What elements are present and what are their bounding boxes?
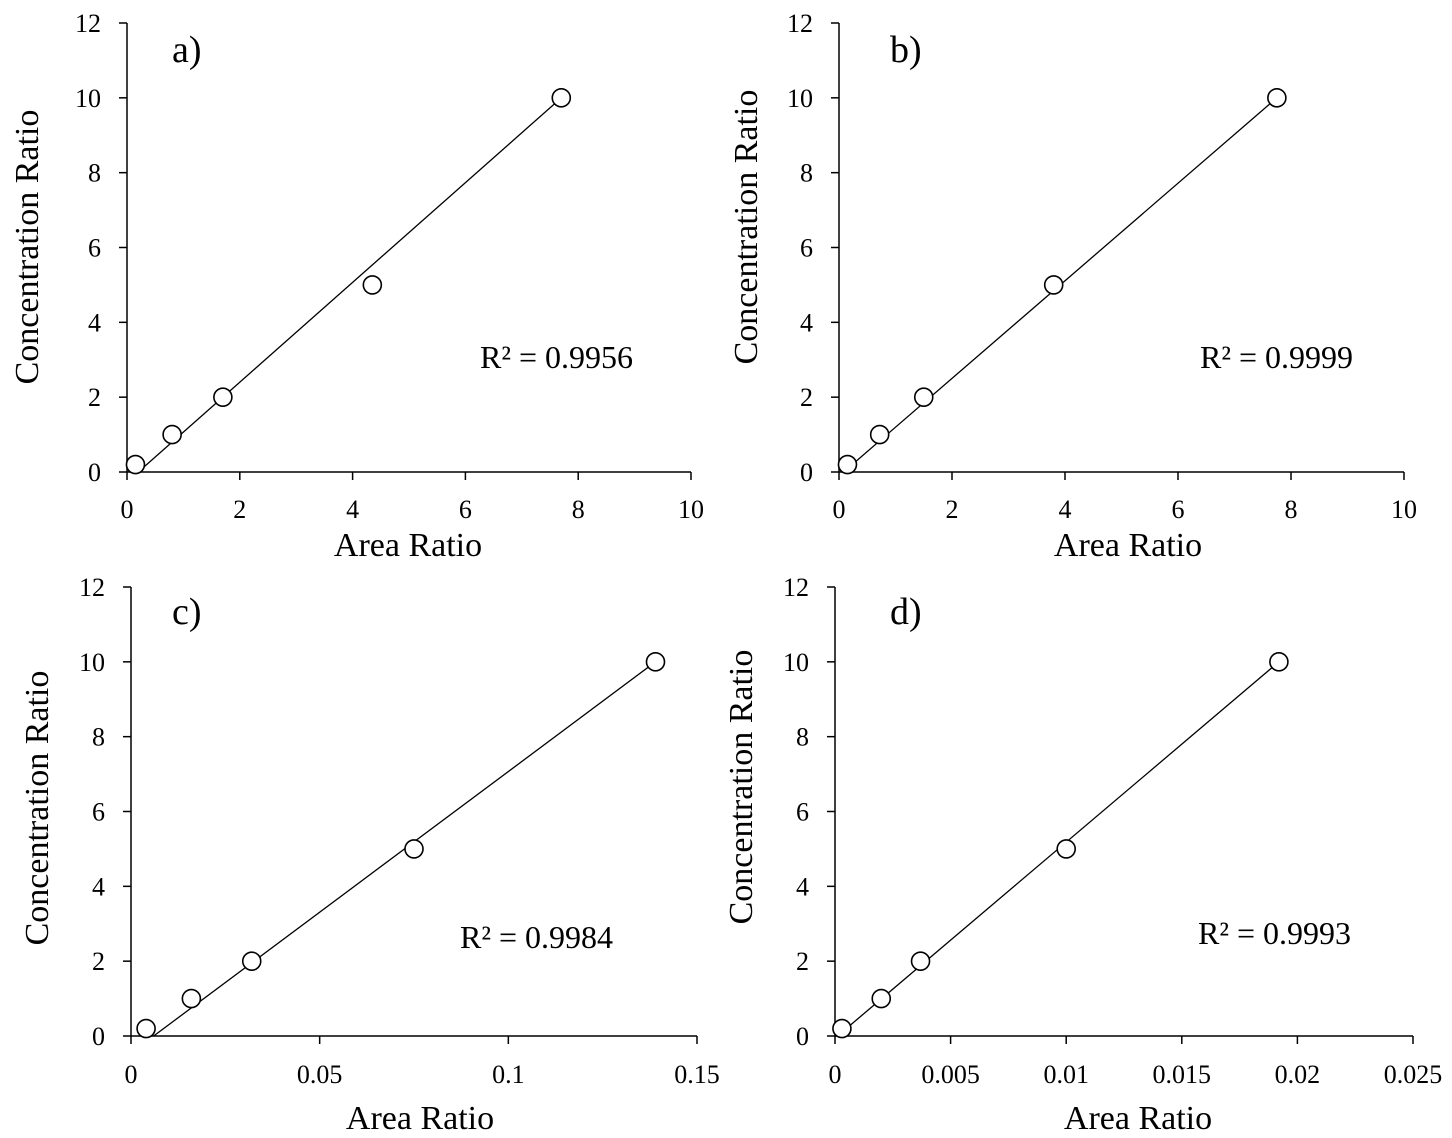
y-axis-title: Concentration Ratio bbox=[728, 90, 765, 365]
y-tick-label: 8 bbox=[92, 723, 105, 752]
x-tick-label: 8 bbox=[1285, 495, 1298, 524]
y-tick-label: 0 bbox=[92, 1022, 105, 1051]
y-tick-label: 10 bbox=[75, 84, 101, 113]
y-tick-label: 12 bbox=[75, 9, 101, 38]
data-point bbox=[213, 387, 233, 407]
y-tick-label: 12 bbox=[79, 573, 105, 602]
data-point bbox=[1043, 275, 1064, 295]
panel-label: a) bbox=[172, 29, 202, 71]
r-squared-annotation: R² = 0.9984 bbox=[460, 919, 613, 955]
chart-panel-3: 0 0.05 0.1 0.15 0 2 4 6 8 10 12 c) R² = 0.9984 Area R… bbox=[19, 573, 720, 1137]
y-tick-label: 8 bbox=[796, 723, 809, 752]
panel-label: b) bbox=[890, 29, 922, 71]
x-tick-label: 4 bbox=[346, 495, 359, 524]
panel-label: c) bbox=[172, 591, 202, 633]
data-point bbox=[551, 88, 572, 108]
x-axis-title: Area Ratio bbox=[1054, 527, 1202, 564]
trendline bbox=[137, 97, 562, 473]
x-tick-label: 0.015 bbox=[1153, 1060, 1212, 1089]
r-squared-annotation: R² = 0.9999 bbox=[1200, 339, 1353, 375]
chart-panel-4: 0 0.005 0.01 0.015 0.02 0.025 0 2 4 6 8 10 12 d) R² = … bbox=[723, 573, 1442, 1137]
x-tick-label: 6 bbox=[1172, 495, 1185, 524]
y-tick-label: 10 bbox=[787, 84, 813, 113]
y-tick-label: 0 bbox=[800, 458, 813, 487]
x-tick-label: 0 bbox=[833, 495, 846, 524]
r-squared-annotation: R² = 0.9993 bbox=[1198, 915, 1351, 951]
data-point bbox=[125, 454, 146, 475]
y-tick-label: 0 bbox=[796, 1022, 809, 1051]
data-point bbox=[181, 988, 202, 1009]
y-tick-label: 6 bbox=[800, 234, 813, 263]
data-point bbox=[910, 951, 931, 971]
x-tick-label: 6 bbox=[459, 495, 472, 524]
data-point bbox=[404, 839, 424, 859]
y-tick-label: 10 bbox=[79, 648, 105, 677]
y-tick-label: 0 bbox=[88, 458, 101, 487]
y-tick-label: 2 bbox=[92, 947, 105, 976]
data-point bbox=[832, 1018, 852, 1039]
x-axis-title: Area Ratio bbox=[1064, 1100, 1212, 1137]
y-tick-label: 4 bbox=[92, 872, 105, 901]
y-tick-label: 8 bbox=[88, 159, 101, 188]
data-point bbox=[136, 1018, 156, 1039]
y-tick-label: 6 bbox=[88, 234, 101, 263]
x-tick-label: 0.05 bbox=[297, 1060, 343, 1089]
x-tick-label: 8 bbox=[572, 495, 585, 524]
x-axis-title: Area Ratio bbox=[334, 527, 482, 564]
y-tick-label: 12 bbox=[787, 9, 813, 38]
y-tick-label: 10 bbox=[783, 648, 809, 677]
y-axis-title: Concentration Ratio bbox=[19, 671, 56, 946]
data-point bbox=[869, 424, 890, 445]
data-point bbox=[871, 988, 892, 1009]
data-point bbox=[162, 424, 182, 445]
data-point bbox=[1269, 652, 1289, 672]
panel-label: d) bbox=[890, 591, 922, 633]
x-tick-label: 0.15 bbox=[674, 1060, 720, 1089]
data-point bbox=[362, 275, 383, 295]
data-point bbox=[913, 387, 934, 407]
y-tick-label: 2 bbox=[796, 947, 809, 976]
x-axis-title: Area Ratio bbox=[346, 1100, 494, 1137]
y-tick-label: 6 bbox=[796, 798, 809, 827]
x-tick-label: 4 bbox=[1059, 495, 1072, 524]
y-tick-label: 12 bbox=[783, 573, 809, 602]
y-tick-label: 6 bbox=[92, 798, 105, 827]
x-tick-label: 10 bbox=[1391, 495, 1417, 524]
data-point bbox=[1267, 88, 1287, 108]
y-tick-label: 4 bbox=[88, 308, 101, 337]
y-tick-label: 4 bbox=[800, 308, 813, 337]
x-tick-label: 2 bbox=[946, 495, 959, 524]
x-tick-label: 0 bbox=[125, 1060, 138, 1089]
x-tick-label: 0 bbox=[829, 1060, 842, 1089]
r-squared-annotation: R² = 0.9956 bbox=[480, 339, 633, 375]
x-tick-label: 0 bbox=[121, 495, 134, 524]
chart-panel-1: 0 2 4 6 8 10 0 2 4 6 8 10 12 a) R² = 0.9956 Area Ratio C… bbox=[9, 9, 704, 564]
y-tick-label: 2 bbox=[88, 383, 101, 412]
y-tick-label: 4 bbox=[796, 872, 809, 901]
x-tick-label: 0.02 bbox=[1275, 1060, 1321, 1089]
x-tick-label: 0.1 bbox=[492, 1060, 525, 1089]
x-tick-label: 0.005 bbox=[921, 1060, 980, 1089]
y-tick-label: 8 bbox=[800, 159, 813, 188]
x-tick-label: 10 bbox=[678, 495, 704, 524]
x-tick-label: 0.025 bbox=[1384, 1060, 1443, 1089]
data-point bbox=[1056, 839, 1076, 859]
x-tick-label: 0.01 bbox=[1043, 1060, 1089, 1089]
chart-panel-2: 0 2 4 6 8 10 0 2 4 6 8 10 12 b) R² = 0.9999 Area Ratio C… bbox=[728, 9, 1417, 564]
y-axis-title: Concentration Ratio bbox=[723, 650, 760, 925]
data-point bbox=[837, 454, 858, 475]
data-point bbox=[645, 652, 666, 672]
y-axis-title: Concentration Ratio bbox=[9, 110, 46, 385]
x-tick-label: 2 bbox=[233, 495, 246, 524]
y-tick-label: 2 bbox=[800, 383, 813, 412]
data-point bbox=[241, 951, 262, 971]
